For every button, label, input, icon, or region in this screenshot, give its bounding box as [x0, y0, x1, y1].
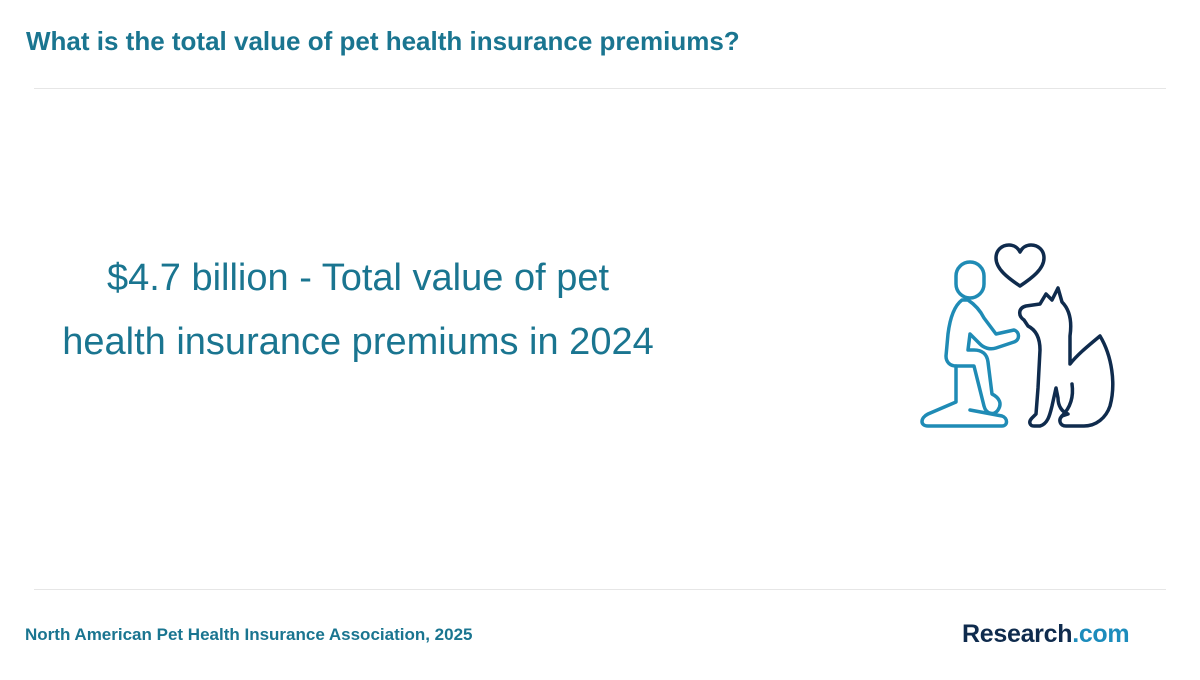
stat-text: $4.7 billion - Total value of pet health… — [62, 257, 654, 363]
heart-icon — [994, 243, 1046, 288]
dog-leg-icon — [1060, 382, 1075, 418]
person-body-icon — [944, 298, 1021, 416]
brand-logo: Research.com — [962, 620, 1130, 649]
brand-domain: .com — [1072, 620, 1130, 648]
source-citation: North American Pet Health Insurance Asso… — [25, 625, 473, 644]
person-head-icon — [954, 260, 986, 300]
page-title: What is the total value of pet health in… — [26, 26, 740, 56]
top-divider — [34, 88, 1166, 89]
person-leg-icon — [920, 364, 1009, 428]
person-with-dog-icon — [920, 243, 1115, 428]
dog-icon — [1018, 286, 1115, 428]
bottom-divider — [34, 589, 1166, 590]
brand-name: Research — [962, 620, 1073, 648]
